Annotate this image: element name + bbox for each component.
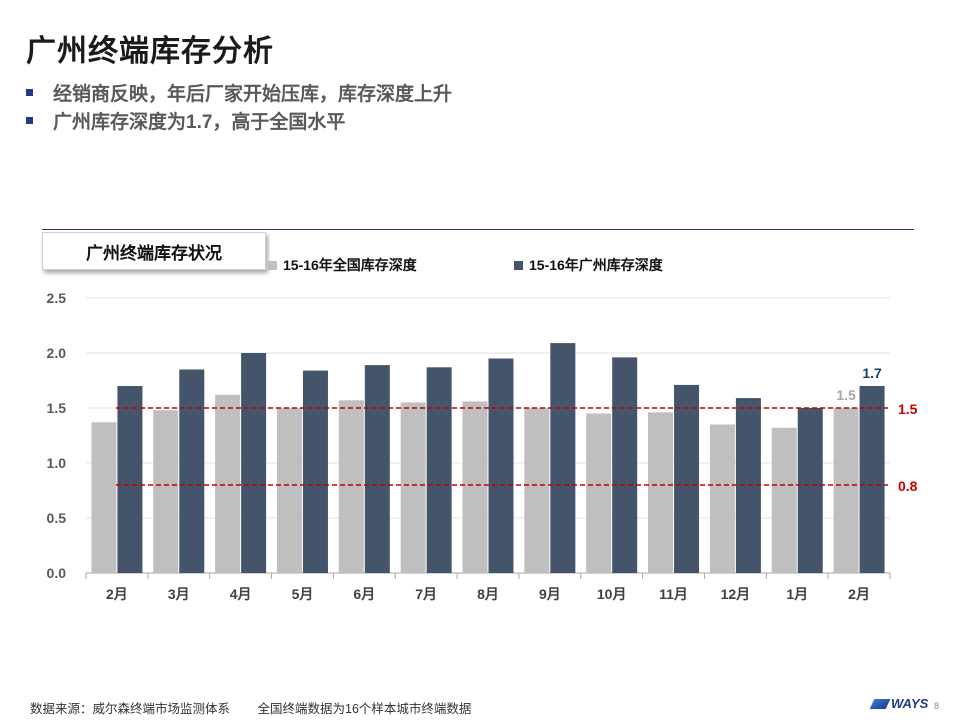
bar-guangzhou	[364, 365, 390, 573]
x-tick-label: 8月	[477, 586, 499, 602]
bar-guangzhou	[426, 367, 452, 573]
bullet-item: 经销商反映，年后厂家开始压库，库存深度上升	[26, 78, 452, 106]
y-tick-label: 1.0	[47, 455, 67, 471]
x-tick-label: 2月	[848, 586, 870, 602]
x-tick-label: 4月	[230, 586, 252, 602]
x-tick-label: 3月	[168, 586, 190, 602]
footer: 数据来源：威尔森终端市场监测体系 全国终端数据为16个样本城市终端数据	[30, 698, 471, 717]
bar-national	[400, 402, 426, 573]
bar-national	[153, 410, 179, 573]
bar-national	[215, 394, 241, 573]
ways-logo: WAYS	[869, 696, 929, 711]
bar-guangzhou	[302, 370, 328, 573]
bar-guangzhou	[550, 343, 576, 573]
bar-national	[586, 413, 612, 573]
x-tick-label: 7月	[415, 586, 437, 602]
reference-line-label: 0.8	[898, 478, 918, 494]
x-tick-label: 11月	[659, 586, 688, 602]
x-tick-label: 6月	[353, 586, 375, 602]
bar-guangzhou	[117, 386, 143, 573]
bar-national	[338, 400, 364, 573]
y-tick-label: 0.5	[47, 510, 67, 526]
bar-national	[709, 424, 735, 573]
bar-guangzhou	[859, 386, 885, 573]
x-tick-label: 12月	[721, 586, 751, 602]
bar-guangzhou	[488, 358, 514, 573]
legend-swatch	[514, 260, 523, 270]
bar-national	[524, 408, 550, 573]
page-number: 8	[934, 701, 940, 711]
y-tick-label: 2.0	[47, 345, 67, 361]
x-tick-label: 1月	[786, 586, 808, 602]
slide-title: 广州终端库存分析	[26, 35, 274, 68]
bar-national	[771, 427, 797, 573]
legend-swatch	[268, 260, 277, 270]
legend-label: 15-16年全国库存深度	[283, 257, 417, 273]
bullet-text: 广州库存深度为1.7，高于全国水平	[53, 111, 346, 133]
bar-national	[91, 422, 117, 573]
chart-title: 广州终端库存状况	[42, 232, 266, 270]
ways-logo-icon	[869, 698, 891, 709]
legend-item-guangzhou: 15-16年广州库存深度	[514, 255, 663, 275]
bar-guangzhou	[797, 408, 823, 573]
legend-item-national: 15-16年全国库存深度	[268, 255, 417, 275]
footer-source: 数据来源：威尔森终端市场监测体系	[30, 702, 231, 716]
x-tick-label: 9月	[539, 586, 561, 602]
y-tick-label: 1.5	[47, 400, 67, 416]
data-label: 1.5	[836, 387, 856, 403]
reference-line-label: 1.5	[898, 401, 918, 417]
x-tick-label: 5月	[292, 586, 314, 602]
footer-note: 全国终端数据为16个样本城市终端数据	[257, 702, 472, 716]
y-tick-label: 0.0	[47, 565, 67, 581]
bullet-square-icon	[26, 88, 33, 96]
legend-label: 15-16年广州库存深度	[529, 257, 663, 273]
y-tick-label: 2.5	[47, 290, 67, 306]
bullet-text: 经销商反映，年后厂家开始压库，库存深度上升	[53, 83, 453, 105]
chart-top-rule	[42, 229, 914, 230]
bar-guangzhou	[179, 369, 205, 573]
x-tick-label: 2月	[106, 586, 128, 602]
bar-guangzhou	[241, 353, 267, 573]
logo-text: WAYS	[891, 696, 929, 711]
bar-national	[462, 401, 488, 573]
data-label: 1.7	[862, 365, 882, 381]
bar-national	[833, 408, 859, 573]
bar-national	[276, 408, 302, 573]
bar-guangzhou	[612, 357, 638, 573]
bullet-item: 广州库存深度为1.7，高于全国水平	[26, 106, 452, 134]
bar-guangzhou	[674, 384, 700, 573]
bullet-list: 经销商反映，年后厂家开始压库，库存深度上升 广州库存深度为1.7，高于全国水平	[26, 78, 452, 134]
bar-national	[648, 412, 674, 573]
x-tick-label: 10月	[597, 586, 627, 602]
bullet-square-icon	[26, 116, 33, 124]
